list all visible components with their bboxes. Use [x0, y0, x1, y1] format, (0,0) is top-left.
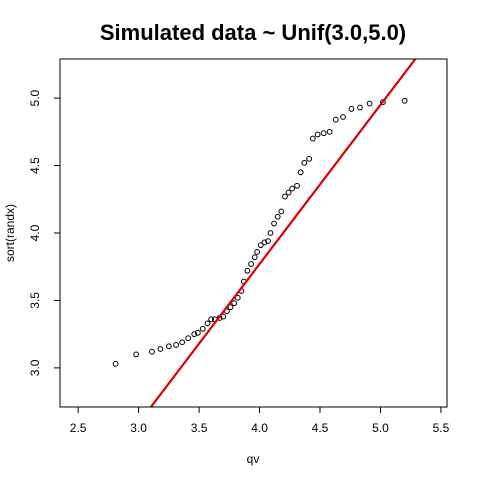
data-point — [274, 213, 281, 220]
data-point — [231, 300, 238, 307]
data-point — [309, 135, 316, 142]
data-point — [285, 189, 292, 196]
data-point — [348, 106, 355, 112]
data-point — [366, 100, 373, 107]
data-point — [204, 320, 211, 327]
data-point — [191, 331, 198, 338]
y-tick-label: 3.5 — [28, 292, 42, 309]
data-point — [251, 254, 258, 261]
data-point — [306, 155, 313, 162]
data-point — [165, 343, 172, 350]
reference-line — [149, 59, 417, 407]
x-tick-label: 4.5 — [312, 421, 329, 435]
data-point — [254, 248, 261, 255]
data-point — [265, 238, 271, 244]
data-point — [340, 114, 346, 120]
x-tick-label: 3.5 — [191, 421, 208, 435]
x-tick-label: 4.0 — [251, 421, 268, 435]
data-point — [314, 131, 321, 138]
x-tick-label: 2.5 — [70, 421, 87, 435]
data-point — [357, 104, 363, 111]
y-tick-label: 3.0 — [28, 359, 42, 376]
data-point — [199, 325, 206, 332]
data-point — [282, 193, 288, 200]
data-point — [194, 329, 201, 336]
x-axis-label: qv — [247, 452, 260, 466]
data-point — [208, 316, 215, 323]
data-point — [133, 351, 140, 358]
data-point — [401, 97, 408, 104]
data-point — [149, 348, 155, 355]
data-point — [301, 159, 308, 166]
axes: 2.5 3.0 3.5 4.0 4.5 5.0 5.5 3.0 3.5 4.0 4.5 5.0 — [28, 58, 450, 435]
data-point — [297, 169, 304, 176]
data-point — [257, 242, 264, 249]
chart-title: Simulated data ~ Unif(3.0,5.0) — [100, 20, 406, 45]
plot-area — [112, 59, 417, 407]
data-point — [278, 208, 285, 215]
y-tick-label: 5.0 — [28, 89, 42, 106]
data-point — [294, 182, 300, 189]
data-point — [244, 267, 251, 274]
data-point — [234, 294, 241, 301]
data-point — [326, 128, 333, 135]
data-point — [267, 230, 274, 236]
data-point — [332, 116, 339, 123]
data-point — [271, 220, 277, 227]
data-point — [320, 130, 327, 137]
data-point — [261, 239, 268, 246]
data-point — [289, 185, 296, 192]
x-tick-label: 3.0 — [130, 421, 147, 435]
y-axis-label: sort(randx) — [3, 204, 17, 262]
data-point — [185, 335, 192, 342]
x-tick-label: 5.0 — [372, 421, 389, 435]
data-point — [173, 342, 180, 348]
y-tick-label: 4.0 — [28, 224, 42, 241]
data-point — [248, 261, 254, 267]
x-tick-label: 5.5 — [433, 421, 450, 435]
data-point — [157, 346, 164, 352]
data-point — [179, 339, 186, 346]
data-point — [112, 360, 119, 367]
data-point — [380, 99, 386, 106]
y-tick-label: 4.5 — [28, 157, 42, 174]
